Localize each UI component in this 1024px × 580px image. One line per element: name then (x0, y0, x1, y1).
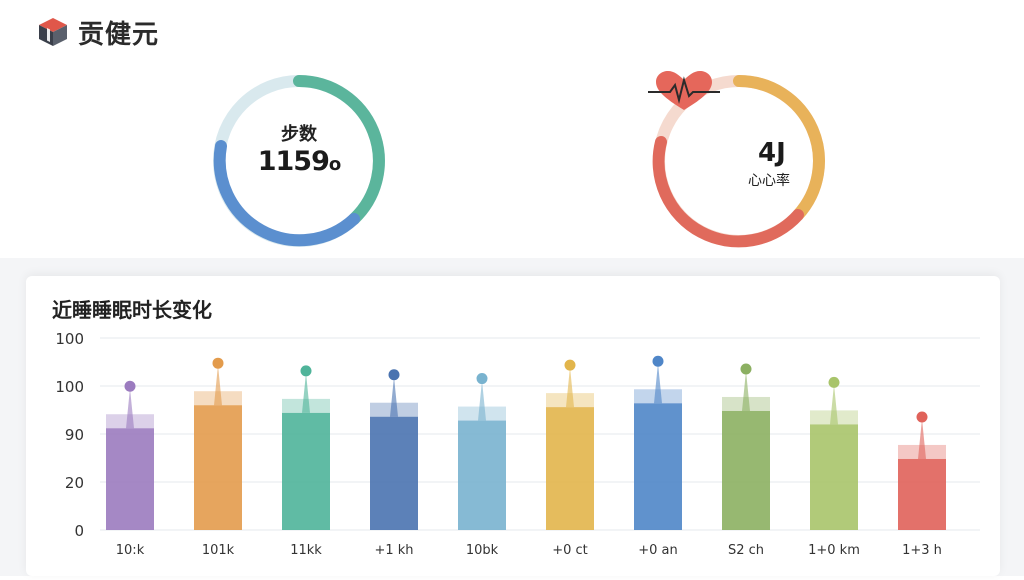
bar-marker-dot (828, 376, 840, 388)
x-tick-label: 11kk (290, 543, 322, 558)
app-title: 贡健元 (78, 19, 160, 50)
y-tick-label: 20 (65, 474, 84, 492)
x-tick-label: 101k (202, 543, 235, 558)
x-tick-label: 10bk (466, 543, 499, 558)
bar-marker-dot (652, 355, 664, 367)
bar-marker-dot (212, 357, 224, 369)
chart-bar[interactable] (370, 369, 418, 530)
heart-rate-label: 心心率 (748, 173, 790, 189)
app-header: 贡健元 (36, 12, 159, 52)
sleep-duration-chart: 0 20 90 100 100 10:k 101k 11kk +1 kh 10bk +0 ct +0 … (40, 320, 1000, 576)
x-tick-label: 1+0 km (808, 543, 860, 558)
bar-5 (546, 407, 594, 530)
bar-spike (214, 365, 222, 406)
y-tick-label: 0 (74, 522, 84, 540)
chart-bar[interactable] (194, 357, 242, 530)
x-tick-label: S2 ch (728, 543, 764, 558)
bar-spike (830, 384, 838, 425)
bar-marker-dot (388, 369, 400, 381)
y-tick-label: 90 (65, 426, 84, 444)
chart-bar[interactable] (810, 376, 858, 530)
bar-3 (370, 416, 418, 530)
chart-bar[interactable] (722, 363, 770, 530)
bar-4 (458, 420, 506, 530)
steps-label: 步数 (281, 124, 317, 145)
bar-6 (634, 403, 682, 530)
steps-value: 1159o (208, 146, 390, 177)
chart-bar[interactable] (634, 355, 682, 530)
bar-spike (566, 367, 574, 408)
y-tick-label: 100 (55, 330, 84, 348)
bar-spike (742, 370, 750, 411)
chart-bar[interactable] (106, 380, 154, 530)
bar-1 (194, 405, 242, 530)
cube-logo-icon (39, 18, 67, 46)
x-tick-label: 10:k (116, 543, 145, 558)
bar-7 (722, 410, 770, 530)
chart-title: 近睡睡眠时长变化 (52, 298, 212, 322)
y-tick-label: 100 (55, 378, 84, 396)
bar-2 (282, 412, 330, 530)
steps-unit: o (328, 154, 341, 175)
steps-number: 1159 (257, 146, 330, 177)
heart-rate-value: 4J (758, 138, 786, 168)
bar-spike (390, 376, 398, 417)
steps-ring-card[interactable]: 步数 1159o (208, 70, 390, 252)
x-tick-label: 1+3 h (902, 543, 942, 558)
sleep-bar-chart: 0 20 90 100 100 10:k 101k 11kk +1 kh 10bk +0 ct +0 … (55, 330, 980, 558)
bar-spike (918, 418, 926, 459)
bar-marker-dot (740, 363, 752, 375)
heart-rate-progress-ring (652, 75, 825, 248)
chart-bar[interactable] (898, 411, 946, 530)
bar-marker-dot (916, 411, 928, 423)
chart-bar[interactable] (546, 359, 594, 530)
bar-spike (654, 363, 662, 404)
bar-spike (302, 372, 310, 413)
chart-bar[interactable] (282, 365, 330, 530)
bar-0 (106, 428, 154, 530)
heart-pulse-icon (648, 71, 720, 110)
bar-marker-dot (476, 373, 488, 385)
bar-spike (478, 380, 486, 421)
x-tick-label: +0 an (638, 543, 678, 558)
bar-spike (126, 388, 134, 429)
bar-8 (810, 424, 858, 530)
bar-9 (898, 458, 946, 530)
bar-marker-dot (124, 380, 136, 392)
bar-marker-dot (564, 359, 576, 371)
bar-marker-dot (300, 365, 312, 377)
chart-bar[interactable] (458, 373, 506, 530)
steps-progress-ring (213, 75, 385, 247)
x-tick-label: +0 ct (552, 543, 588, 558)
x-tick-label: +1 kh (374, 543, 413, 558)
heart-rate-ring-card[interactable]: 4J 心心率 (648, 70, 830, 252)
